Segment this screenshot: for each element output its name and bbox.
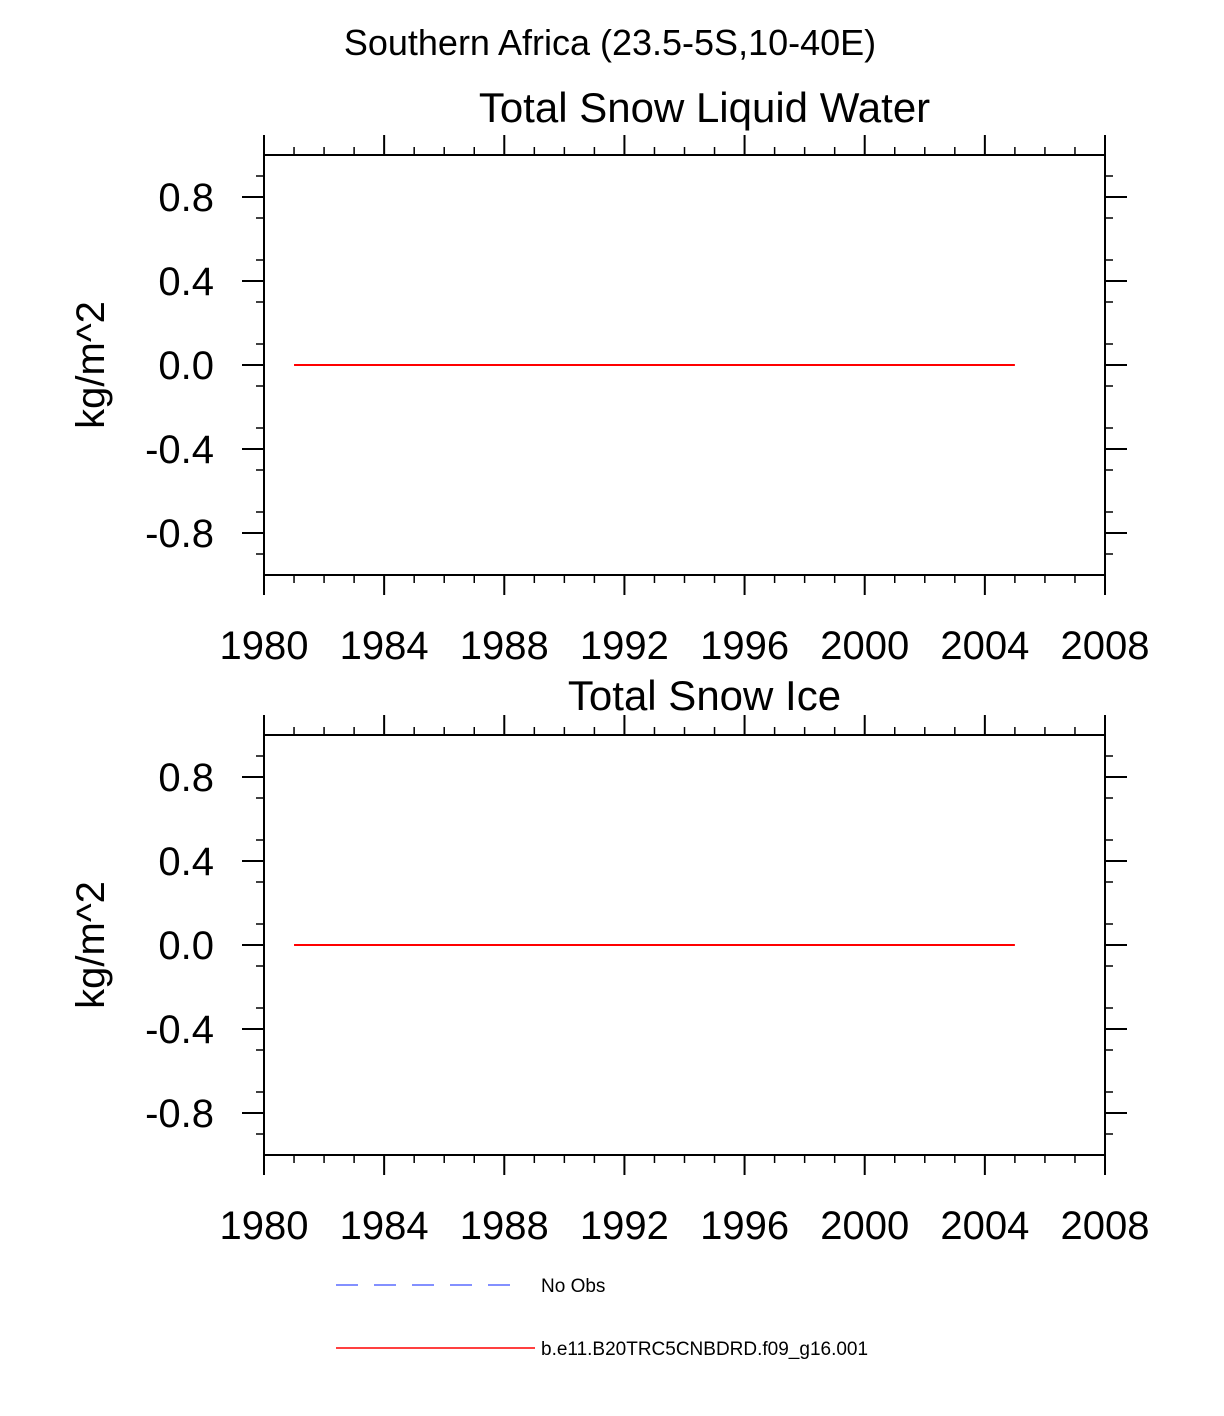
legend: No Obs b.e11.B20TRC5CNBDRD.f09_g16.001 — [336, 1276, 868, 1360]
x-tick-label: 1980 — [220, 624, 309, 668]
y-tick-label: 0.0 — [158, 344, 214, 388]
x-tick-label: 1992 — [580, 1204, 669, 1248]
x-tick-label: 1984 — [340, 624, 429, 668]
y-tick-label: 0.0 — [158, 924, 214, 968]
x-tick-label: 1980 — [220, 1204, 309, 1248]
x-tick-label: 2008 — [1061, 624, 1150, 668]
legend-label: No Obs — [541, 1276, 605, 1297]
panel-snow-ice: Total Snow Ice 1980 1984 1988 1992 1996 2000 20… — [69, 672, 1149, 1248]
panel-title: Total Snow Ice — [568, 672, 841, 719]
y-tick-label: -0.4 — [145, 428, 214, 472]
y-tick-label: 0.4 — [158, 840, 214, 884]
x-tick-label: 1988 — [460, 1204, 549, 1248]
x-tick-label: 2000 — [820, 624, 909, 668]
y-tick-label: -0.8 — [145, 512, 214, 556]
x-tick-label: 1984 — [340, 1204, 429, 1248]
panel-title: Total Snow Liquid Water — [479, 84, 930, 131]
x-tick-label: 1996 — [700, 624, 789, 668]
x-tick-label: 1992 — [580, 624, 669, 668]
y-tick-label: -0.4 — [145, 1008, 214, 1052]
x-tick-label: 2008 — [1061, 1204, 1150, 1248]
x-tick-label: 2004 — [940, 1204, 1029, 1248]
x-tick-label: 1988 — [460, 624, 549, 668]
y-tick-label: 0.4 — [158, 260, 214, 304]
figure-suptitle: Southern Africa (23.5-5S,10-40E) — [343, 22, 877, 63]
y-axis-label: kg/m^2 — [69, 301, 113, 429]
x-tick-label: 2004 — [940, 624, 1029, 668]
legend-label: b.e11.B20TRC5CNBDRD.f09_g16.001 — [541, 1339, 868, 1360]
y-tick-label: 0.8 — [158, 176, 214, 220]
y-tick-label: -0.8 — [145, 1092, 214, 1136]
x-tick-label: 2000 — [820, 1204, 909, 1248]
y-axis-label: kg/m^2 — [69, 881, 113, 1009]
y-tick-label: 0.8 — [158, 756, 214, 800]
x-tick-label: 1996 — [700, 1204, 789, 1248]
panel-snow-liquid-water: Total Snow Liquid Water 1980 1984 1988 1992 1… — [69, 84, 1149, 668]
